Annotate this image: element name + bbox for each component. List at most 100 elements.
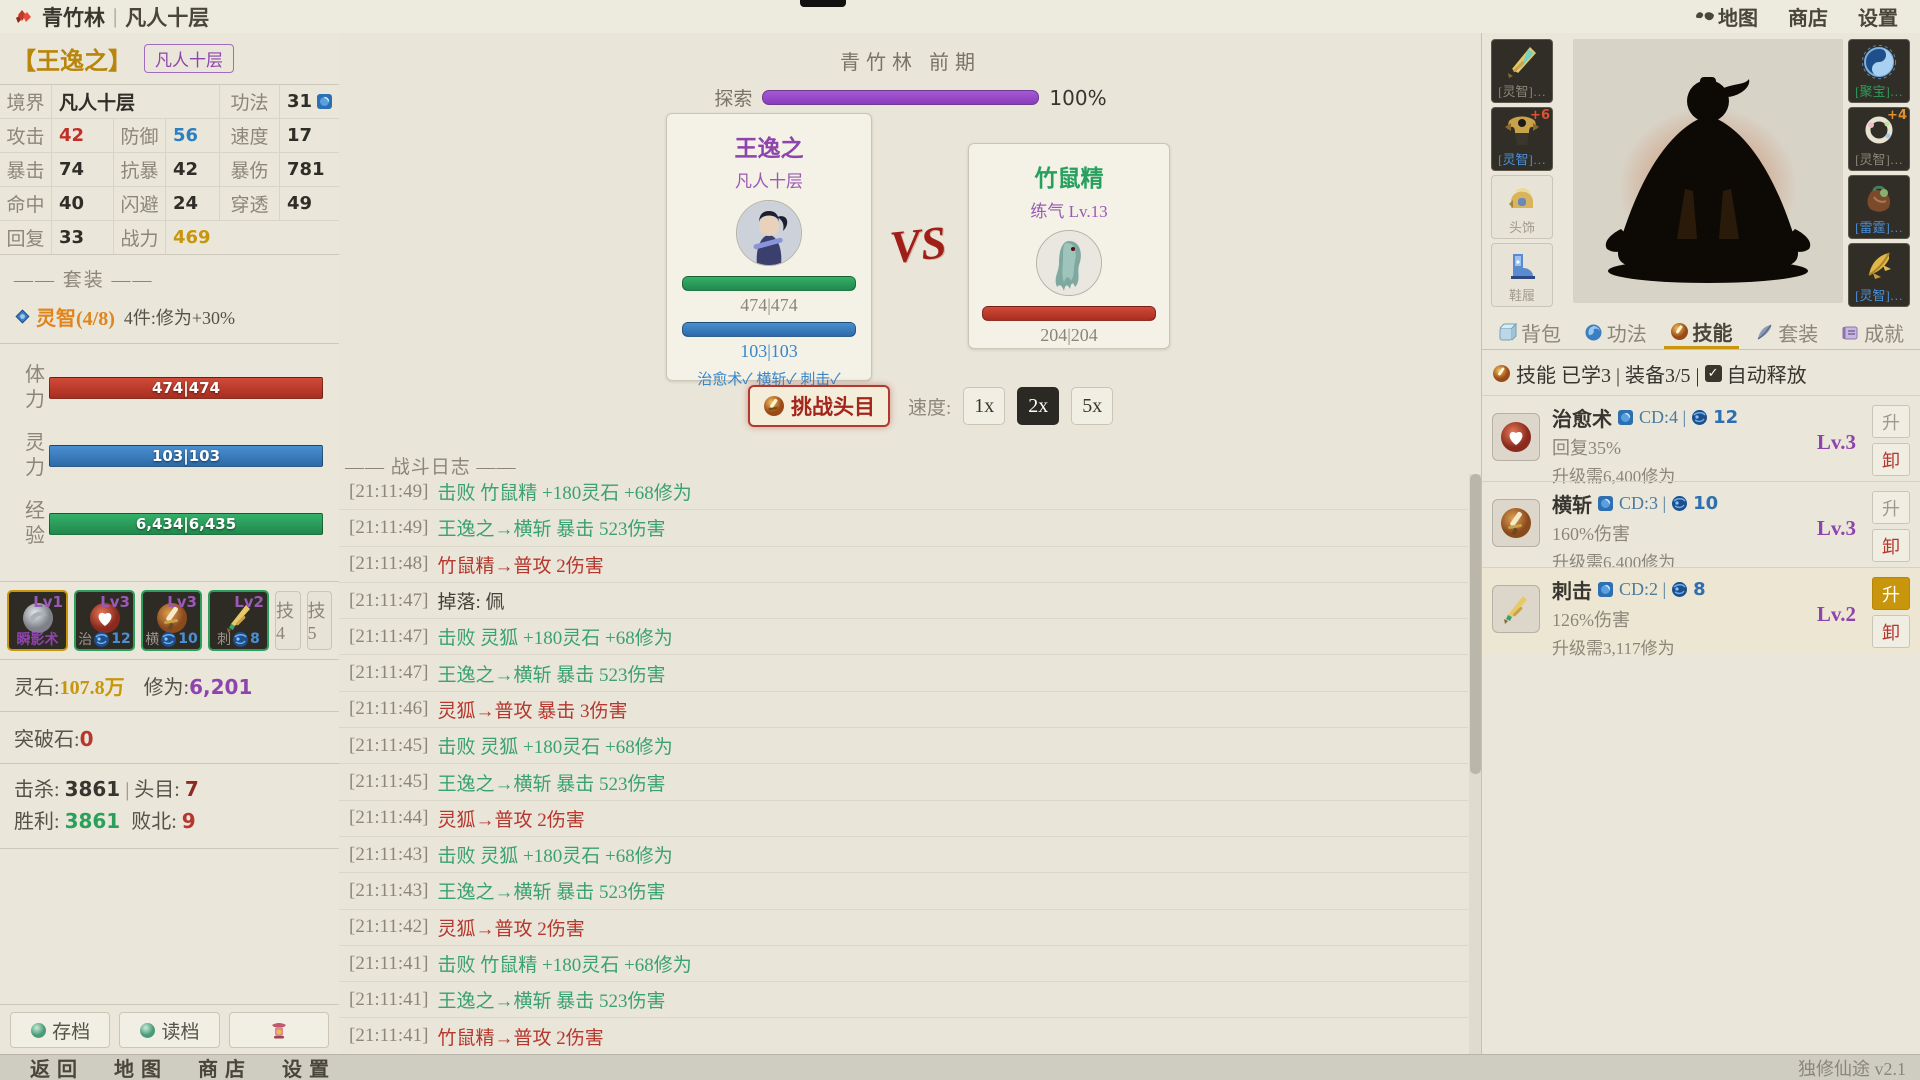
battle-panel: 青竹林 前期 探索 100% 王逸之 凡人十层 474|474 103|103 … [339, 33, 1482, 1055]
log-timestamp: [21:11:44] [349, 807, 429, 829]
unequip-skill-button[interactable]: 卸 [1872, 443, 1910, 476]
top-nav-设置[interactable]: 设置 [1858, 2, 1898, 31]
shrine-button[interactable] [228, 1012, 329, 1048]
bottom-nav-地图[interactable]: 地图 [114, 1059, 168, 1080]
top-nav-label: 地图 [1718, 8, 1758, 30]
upgrade-skill-button[interactable]: 升 [1872, 577, 1910, 610]
auto-release-checkbox[interactable]: ✓ [1704, 365, 1722, 382]
equipment-area: [灵智]… [灵智]… +6 头饰 鞋履 [聚宝]… [灵智]… +4 [雷霆]… [灵智]… [1482, 33, 1920, 316]
player-card-realm: 凡人十层 [735, 172, 803, 191]
top-nav-label: 商店 [1788, 8, 1828, 30]
skill-slot-横[interactable]: Lv3 横 10 [141, 590, 202, 651]
bar-value: 474|474 [151, 379, 221, 397]
skill-slot-cost: 12 [111, 631, 131, 647]
equip-slot-left-0[interactable]: [灵智]… [1491, 39, 1553, 103]
unequip-skill-button[interactable]: 卸 [1872, 615, 1910, 648]
skill-slot-cost: 10 [178, 631, 198, 647]
log-message: 灵狐→普攻 2伤害 [437, 918, 585, 940]
equip-slot-label: [灵智]… [1498, 84, 1546, 99]
tab-技能[interactable]: 技能 [1663, 316, 1739, 349]
breakthrough-label: 突破石: [14, 729, 80, 751]
speed-button-5x[interactable]: 5x [1071, 387, 1114, 425]
stat-value-text: 40 [59, 193, 85, 214]
equip-slot-right-0[interactable]: [聚宝]… [1848, 39, 1910, 103]
speed-button-2x[interactable]: 2x [1017, 387, 1060, 425]
equip-slot-left-1[interactable]: [灵智]… +6 [1491, 107, 1553, 171]
skills-header-text: 技能 已学3 | 装备3/5 | [1516, 365, 1700, 387]
player-battle-card: 王逸之 凡人十层 474|474 103|103 治愈术✓ 横斩✓ 刺击✓ [666, 113, 872, 388]
equip-slot-right-1[interactable]: [灵智]… +4 [1848, 107, 1910, 171]
player-realm-badge: 凡人十层 [144, 44, 234, 73]
equip-slot-left-2[interactable]: 头饰 [1491, 175, 1553, 239]
player-avatar [736, 200, 802, 266]
mana-globe-icon [93, 631, 110, 648]
equip-slot-right-3[interactable]: [灵智]… [1848, 243, 1910, 307]
unequip-skill-button[interactable]: 卸 [1872, 529, 1910, 562]
stat-label: 命中 [0, 187, 52, 220]
eq-armor-icon [1503, 113, 1541, 147]
resource-bars: 体力 474|474 灵力 103|103 经验 6,434|6,435 [0, 344, 339, 582]
skill-slot-刺[interactable]: Lv2 刺 8 [208, 590, 269, 651]
meditating-silhouette-icon [1573, 39, 1843, 303]
stat-value: 33 [52, 221, 114, 254]
tab-套装[interactable]: 套装 [1749, 316, 1824, 349]
battle-controls: 挑战头目 速度: 1x 2x 5x [748, 385, 1114, 427]
log-scrollbar-thumb[interactable] [1470, 474, 1481, 774]
skill-slot-cost: 8 [250, 631, 260, 647]
log-row: [21:11:47] 掉落: 佩 [339, 583, 1468, 620]
challenge-boss-button[interactable]: 挑战头目 [748, 385, 890, 427]
tab-功法[interactable]: 功法 [1578, 316, 1653, 349]
xiuwei-value: 6,201 [189, 675, 253, 699]
bar-value: 6,434|6,435 [135, 515, 237, 533]
log-timestamp: [21:11:49] [349, 516, 429, 538]
equip-slot-left-3[interactable]: 鞋履 [1491, 243, 1553, 307]
equip-slot-right-2[interactable]: [雷霆]… [1848, 175, 1910, 239]
challenge-boss-label: 挑战头目 [791, 395, 875, 419]
skills-header: 技能 已学3 | 装备3/5 | ✓ 自动释放 [1482, 350, 1920, 395]
log-scrollbar [1469, 474, 1482, 1055]
bottom-nav-返回[interactable]: 返回 [30, 1059, 84, 1080]
feathertab-icon [1755, 323, 1774, 342]
speed-button-1x[interactable]: 1x [963, 387, 1006, 425]
stat-value: 781 [280, 153, 338, 186]
stat-label: 回复 [0, 221, 52, 254]
character-panel: 【王逸之】 凡人十层 境界 凡人十层 功法 31 攻击 42 防御 56 速度 17 暴击 74 抗暴 4… [0, 33, 340, 1055]
stat-value-text: 469 [173, 227, 211, 248]
resource-bar: 103|103 [49, 445, 323, 467]
lingshi-value: 107.8万 [59, 677, 125, 699]
speed-buttons: 1x 2x 5x [951, 387, 1114, 425]
tab-成就[interactable]: 成就 [1835, 316, 1910, 349]
upgrade-skill-button[interactable]: 升 [1872, 491, 1910, 524]
stat-value-text: 49 [287, 193, 313, 214]
upgrade-skill-button[interactable]: 升 [1872, 405, 1910, 438]
save-button[interactable]: 存档 [10, 1012, 111, 1048]
bottom-nav-设置[interactable]: 设置 [282, 1059, 336, 1080]
skill-slot-治[interactable]: Lv3 治 12 [74, 590, 135, 651]
load-button[interactable]: 读档 [119, 1012, 220, 1048]
xiuwei-label: 修为: [143, 677, 190, 699]
skill-description: 回复35% [1552, 438, 1621, 458]
eq-feather-icon [1861, 249, 1897, 283]
heart-orb-icon [1498, 419, 1534, 455]
eq-boots-icon [1505, 250, 1539, 282]
bottom-nav-商店[interactable]: 商店 [198, 1059, 252, 1080]
skill-cost: 10 [1693, 493, 1719, 514]
log-message: 王逸之→横斩 暴击 523伤害 [437, 991, 666, 1013]
log-message: 王逸之→横斩 暴击 523伤害 [437, 773, 666, 795]
top-nav-地图[interactable]: 地图 [1695, 2, 1758, 31]
top-nav-商店[interactable]: 商店 [1788, 2, 1828, 31]
suit-name: 灵智(4/8) [36, 308, 115, 330]
player-mp-bar [682, 322, 856, 337]
skill-name: 治愈术 [1552, 409, 1612, 431]
boss-orb-icon [763, 395, 785, 417]
empty-skill-slot[interactable]: 技5 [306, 591, 332, 650]
currency-row: 灵石:107.8万 修为:6,201 [0, 660, 339, 712]
empty-skill-slot[interactable]: 技4 [275, 591, 301, 650]
breakthrough-value: 0 [79, 727, 94, 751]
skill-buttons: 升卸 [1872, 577, 1910, 648]
skill-slot-level: Lv2 [234, 593, 264, 611]
skill-slot-瞬影术[interactable]: Lv1 瞬影术 [7, 590, 68, 651]
speed-label: 速度: [908, 397, 952, 419]
log-message: 王逸之→横斩 暴击 523伤害 [437, 519, 666, 541]
tab-背包[interactable]: 背包 [1492, 316, 1567, 349]
